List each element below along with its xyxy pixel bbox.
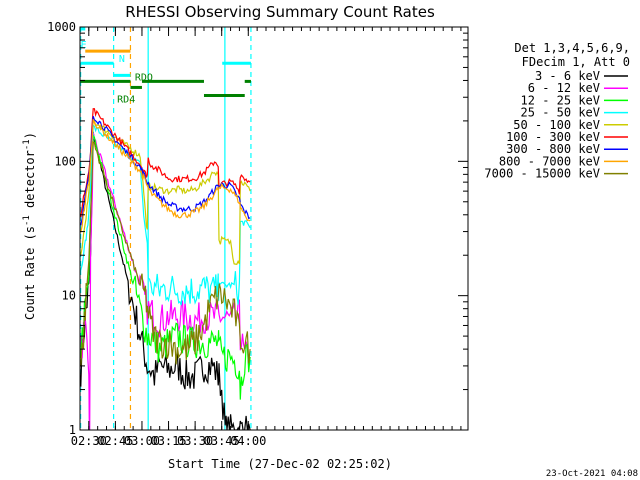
flag-annotation-1: RD4: [117, 95, 135, 106]
legend-header-line-2: FDecim 1, Att 0: [522, 55, 630, 69]
x-axis-label: Start Time (27-Dec-02 02:25:02): [168, 457, 392, 471]
x-tick-label-3: 03:15: [150, 434, 186, 448]
legend-label-5: 100 - 300 keV: [506, 130, 600, 144]
x-tick-label-4: 03:30: [177, 434, 213, 448]
x-tick-label-5: 03:45: [204, 434, 240, 448]
series-line-4: [80, 119, 251, 265]
footer-date: 23-Oct-2021 04:08: [546, 469, 638, 479]
y-tick-label-3: 1000: [47, 20, 76, 34]
legend-label-8: 7000 - 15000 keV: [484, 167, 600, 181]
series-line-6: [80, 116, 251, 226]
series-line-1: [80, 132, 251, 430]
chart-title: RHESSI Observing Summary Count Rates: [125, 3, 435, 21]
plot-clipped-group: N RD4 RDO E: [80, 27, 252, 430]
x-tick-label-6: 04:00: [230, 434, 266, 448]
legend-label-1: 6 - 12 keV: [528, 81, 600, 95]
y-tick-label-1: 10: [62, 289, 76, 303]
y-axis-label: Count Rate (s-1 detector-1): [22, 132, 37, 320]
axes: 1 10 100 1000 02:3002:4503:0003:1503:3003:45…: [47, 20, 469, 448]
series-line-8: [80, 141, 251, 367]
flag-annotation-2: RDO: [135, 72, 153, 83]
plot-area: N RD4 RDO E: [80, 27, 252, 430]
legend-label-6: 300 - 800 keV: [506, 142, 600, 156]
x-tick-label-2: 03:00: [124, 434, 160, 448]
legend: Det 1,3,4,5,6,9, FDecim 1, Att 0 3 - 6 k…: [484, 41, 630, 181]
x-tick-label-0: 02:30: [71, 434, 107, 448]
legend-label-7: 800 - 7000 keV: [499, 154, 600, 168]
series-line-0: [80, 131, 251, 430]
plot-frame: [79, 26, 469, 431]
series-line-3: [80, 124, 251, 306]
x-tick-label-1: 02:45: [97, 434, 133, 448]
y-tick-label-2: 100: [54, 154, 76, 168]
legend-label-4: 50 - 100 keV: [513, 118, 600, 132]
flag-annotation-3: E: [81, 40, 87, 51]
legend-header-line-1: Det 1,3,4,5,6,9,: [514, 41, 630, 55]
flag-annotation-0: N: [119, 54, 125, 65]
legend-label-2: 12 - 25 keV: [521, 93, 600, 107]
legend-label-0: 3 - 6 keV: [535, 69, 600, 83]
series-line-7: [80, 119, 251, 233]
y-tick-label-0: 1: [69, 423, 76, 437]
legend-label-3: 25 - 50 keV: [521, 106, 600, 120]
